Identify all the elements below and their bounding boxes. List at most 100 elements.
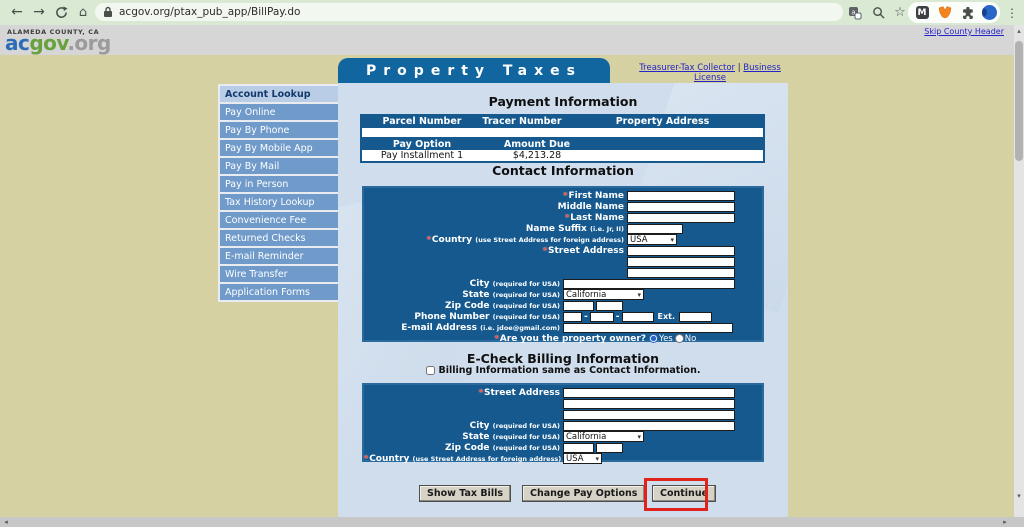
billing-street-input-2[interactable] xyxy=(563,398,735,409)
field-name-suffix: Name Suffix (i.e. Jr, II) xyxy=(364,223,762,234)
billing-state-select[interactable]: California ▾ xyxy=(563,431,644,442)
city-input[interactable] xyxy=(563,278,735,289)
extension-m-icon[interactable]: M xyxy=(913,4,931,21)
translate-icon[interactable]: a xyxy=(846,4,864,21)
browser-toolbar: ← → ⌂ acgov.org/ptax_pub_app/BillPay.do … xyxy=(0,0,1024,26)
chevron-down-icon: ▾ xyxy=(670,235,674,244)
contact-form-panel: *First Name Middle Name *Last Name Name … xyxy=(362,186,764,344)
billing-city-input[interactable] xyxy=(563,420,735,431)
treasurer-tax-collector-link[interactable]: Treasurer-Tax Collector xyxy=(639,63,736,73)
home-icon[interactable]: ⌂ xyxy=(78,4,88,20)
ext-label: Ext. xyxy=(657,312,676,321)
url-text: acgov.org/ptax_pub_app/BillPay.do xyxy=(119,6,301,18)
sidebar-item-pay-by-phone[interactable]: Pay By Phone xyxy=(220,122,340,138)
billing-zip: Zip Code (required for USA) xyxy=(364,442,762,453)
sidebar-item-pay-by-mobile-app[interactable]: Pay By Mobile App xyxy=(220,140,340,156)
phone-area-input[interactable] xyxy=(563,311,582,322)
sidebar-nav: Account Lookup Pay Online Pay By Phone P… xyxy=(218,84,342,302)
street-address-input-1[interactable] xyxy=(627,245,735,256)
svg-text:a: a xyxy=(851,8,855,16)
col-parcel-number: Parcel Number xyxy=(382,116,462,127)
phone-ext-input[interactable] xyxy=(679,311,712,322)
skip-county-header-link[interactable]: Skip County Header xyxy=(924,27,1004,36)
field-zip-code: Zip Code (required for USA) xyxy=(364,300,762,311)
scroll-left-icon[interactable]: ◂ xyxy=(4,518,8,526)
country-select[interactable]: USA ▾ xyxy=(627,234,677,245)
sidebar-item-convenience-fee[interactable]: Convenience Fee xyxy=(220,212,340,228)
show-tax-bills-button[interactable]: Show Tax Bills xyxy=(419,485,511,502)
address-bar[interactable]: acgov.org/ptax_pub_app/BillPay.do xyxy=(95,3,843,21)
required-mark: * xyxy=(494,333,499,343)
last-name-input[interactable] xyxy=(627,212,735,223)
business-license-link[interactable]: Business License xyxy=(693,63,781,83)
field-first-name: *First Name xyxy=(364,190,762,201)
billing-street-input-3[interactable] xyxy=(563,409,735,420)
contact-information-heading: Contact Information xyxy=(492,163,634,178)
billing-zip-plus4-input[interactable] xyxy=(596,442,623,453)
sidebar-item-tax-history-lookup[interactable]: Tax History Lookup xyxy=(220,194,340,210)
billing-city: City (required for USA) xyxy=(364,420,762,431)
owner-yes-radio[interactable]: Yes xyxy=(649,334,673,344)
sidebar-item-returned-checks[interactable]: Returned Checks xyxy=(220,230,340,246)
county-name: ALAMEDA COUNTY, CA xyxy=(7,28,100,36)
amount-due-value: $4,213.28 xyxy=(512,150,562,161)
bookmark-star-icon[interactable]: ☆ xyxy=(894,5,906,20)
field-phone-number: Phone Number (required for USA) - - Ext. xyxy=(364,311,762,322)
col-amount-due: Amount Due xyxy=(503,139,571,150)
billing-state: State (required for USA) California ▾ xyxy=(364,431,762,442)
sidebar-item-pay-online[interactable]: Pay Online xyxy=(220,104,340,120)
scroll-right-icon[interactable]: ▸ xyxy=(1003,518,1007,526)
main-content: Payment Information Parcel Number Tracer… xyxy=(338,83,788,517)
reload-icon[interactable] xyxy=(52,3,70,21)
col-pay-option: Pay Option xyxy=(392,139,452,150)
vertical-scrollbar[interactable]: ▴ ▾ xyxy=(1014,25,1024,517)
middle-name-input[interactable] xyxy=(627,201,735,212)
first-name-input[interactable] xyxy=(627,190,735,201)
payment-information-heading: Payment Information xyxy=(488,94,638,109)
forward-icon[interactable]: → xyxy=(33,4,45,20)
state-select[interactable]: California ▾ xyxy=(563,289,644,300)
horizontal-scrollbar[interactable]: ◂ ▸ xyxy=(0,517,1024,527)
field-state: State (required for USA) California ▾ xyxy=(364,289,762,300)
field-email-address: E-mail Address (i.e. jdoe@gmail.com) xyxy=(364,322,762,333)
billing-street-input-1[interactable] xyxy=(563,387,735,398)
billing-same-as-checkbox[interactable] xyxy=(425,366,435,375)
owner-no-radio[interactable]: No xyxy=(674,334,696,344)
page-body: Property Taxes Treasurer-Tax Collector |… xyxy=(0,55,1024,517)
puzzle-extensions-icon[interactable] xyxy=(958,4,976,21)
phone-line-input[interactable] xyxy=(621,311,654,322)
scroll-up-icon[interactable]: ▴ xyxy=(1017,27,1021,35)
county-header: ALAMEDA COUNTY, CA acgov.org Skip County… xyxy=(0,25,1024,55)
sidebar-item-application-forms[interactable]: Application Forms xyxy=(220,284,340,300)
vertical-scroll-thumb[interactable] xyxy=(1015,41,1023,161)
change-pay-options-button[interactable]: Change Pay Options xyxy=(522,485,646,502)
zip-input[interactable] xyxy=(563,300,594,311)
echeck-billing-heading: E-Check Billing Information xyxy=(466,351,660,366)
sidebar-item-wire-transfer[interactable]: Wire Transfer xyxy=(220,266,340,282)
name-suffix-input[interactable] xyxy=(627,223,683,234)
back-icon[interactable]: ← xyxy=(11,4,23,20)
street-address-input-3[interactable] xyxy=(627,267,735,278)
required-mark: * xyxy=(563,190,568,200)
sidebar-item-pay-by-mail[interactable]: Pay By Mail xyxy=(220,158,340,174)
continue-button[interactable]: Continue xyxy=(652,485,717,502)
metamask-fox-icon[interactable] xyxy=(936,4,954,21)
sidebar-item-account-lookup: Account Lookup xyxy=(220,86,340,102)
sidebar-item-email-reminder[interactable]: E-mail Reminder xyxy=(220,248,340,264)
browser-menu-icon[interactable]: ⋮ xyxy=(1006,5,1018,20)
email-input[interactable] xyxy=(563,322,733,333)
billing-zip-input[interactable] xyxy=(563,442,594,453)
billing-country-select[interactable]: USA ▾ xyxy=(563,453,602,464)
field-last-name: *Last Name xyxy=(364,212,762,223)
page-title: Property Taxes xyxy=(338,58,610,83)
scroll-down-icon[interactable]: ▾ xyxy=(1017,492,1021,500)
zip-plus4-input[interactable] xyxy=(596,300,623,311)
pay-option-value: Pay Installment 1 xyxy=(380,150,464,161)
profile-avatar[interactable] xyxy=(980,4,998,21)
sidebar-item-pay-in-person[interactable]: Pay in Person xyxy=(220,176,340,192)
field-country: *Country (use Street Address for foreign… xyxy=(364,234,762,245)
search-icon[interactable] xyxy=(869,4,887,21)
phone-prefix-input[interactable] xyxy=(589,311,614,322)
acgov-logo[interactable]: acgov.org xyxy=(5,31,111,55)
street-address-input-2[interactable] xyxy=(627,256,735,267)
